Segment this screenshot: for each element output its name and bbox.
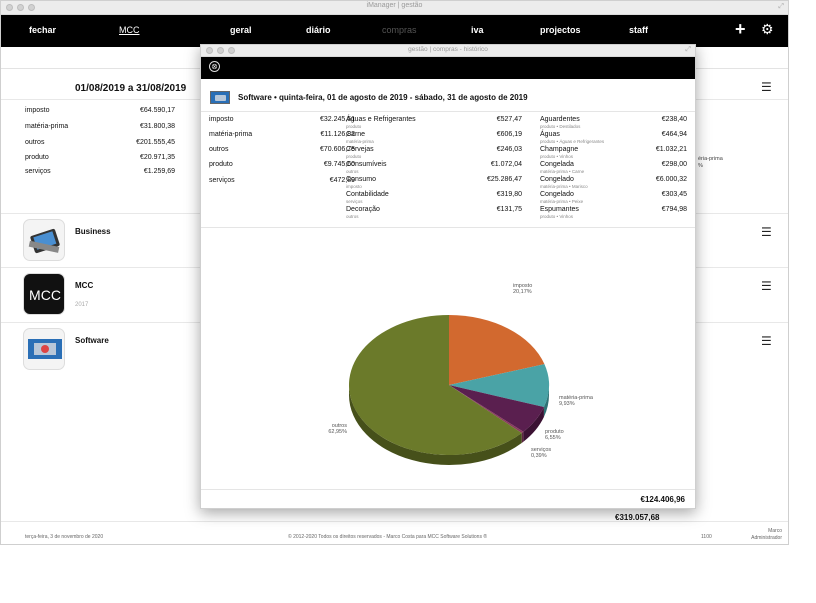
add-icon[interactable]: + [735, 19, 746, 39]
menu-iva[interactable]: iva [471, 25, 484, 35]
summary-row: produto €20.971,35 [25, 154, 175, 161]
window-controls[interactable] [6, 4, 35, 11]
history-modal: gestão | compras - histórico ⤢ ⊗ Softwar… [200, 44, 696, 509]
summary-row: matéria-prima €31.800,38 [25, 123, 175, 130]
pie-slice-side [521, 431, 524, 444]
modal-fullscreen-icon[interactable]: ⤢ [685, 46, 691, 53]
overall-total: €319.057,68 [615, 513, 660, 522]
svg-text:MCC: MCC [29, 287, 61, 303]
menu-fechar[interactable]: fechar [29, 25, 57, 35]
pie-slice-side [349, 385, 522, 465]
company-name-software[interactable]: Software [75, 336, 109, 345]
pie-slice-produto [449, 385, 544, 432]
footer-user[interactable]: Marco Administrador [751, 528, 782, 541]
menu-geral[interactable]: geral [230, 25, 252, 35]
mcc-logo[interactable]: MCC [23, 273, 65, 315]
date-range: 01/08/2019 a 31/08/2019 [75, 83, 187, 94]
fullscreen-icon[interactable]: ⤢ [778, 3, 784, 10]
close-icon[interactable]: ⊗ [209, 61, 220, 72]
category-item: Carne €606,19 matéria-prima [346, 131, 522, 144]
company-name-mcc[interactable]: MCC [75, 281, 94, 290]
pie-label: matéria-prima [559, 395, 594, 401]
pie-label: produto [545, 429, 564, 435]
category-item: Consumíveis €1.072,04 outros [346, 161, 522, 174]
menu-mcc[interactable]: MCC [119, 25, 140, 35]
software-icon [210, 91, 230, 104]
modal-title-bar: gestão | compras - histórico ⤢ [201, 45, 695, 57]
pie-slice-side [523, 407, 544, 442]
category-item: Espumantes €794,98 produto • Vinhos [540, 206, 687, 219]
summary-row: serviços €1.259,69 [25, 168, 175, 175]
category-item: Contabilidade €319,80 serviços [346, 191, 522, 204]
modal-title: gestão | compras - histórico [408, 46, 488, 53]
category-item: Consumo €25.286,47 imposto [346, 176, 522, 189]
pie-slice-side [543, 385, 549, 418]
list-menu-icon[interactable]: ☰ [761, 225, 772, 239]
modal-header: Software • quinta-feira, 01 de agosto de… [238, 93, 528, 102]
pie-percent: 6,55% [545, 435, 561, 441]
modal-toolbar [201, 57, 695, 79]
pie-percent: 0,39% [531, 453, 547, 459]
menu-projectos[interactable]: projectos [540, 25, 581, 35]
pie-label: imposto [513, 283, 532, 289]
modal-total: €124.406,96 [640, 495, 686, 504]
footer-code: 1100 [701, 534, 712, 540]
category-item: Águas e Refrigerantes €527,47 produto [346, 116, 522, 129]
footer: terça-feira, 3 de novembro de 2020 © 201… [1, 525, 788, 544]
modal-summary-row: imposto €32.245,51 [209, 116, 355, 123]
software-logo[interactable] [23, 328, 65, 370]
company-name-business[interactable]: Business [75, 227, 111, 236]
menu-diario[interactable]: diário [306, 25, 331, 35]
menu-bar: fechar MCC geral diário compras iva proj… [1, 15, 788, 47]
summary-row: imposto €64.590,17 [25, 107, 175, 114]
gear-icon[interactable]: ⚙ [761, 21, 774, 37]
category-item: Decoração €131,75 outros [346, 206, 522, 219]
overflow-text: éria-prima% [698, 156, 723, 169]
modal-summary-row: serviços €472,89 [209, 177, 355, 184]
pie-label: outros [332, 423, 348, 429]
summary-row: outros €201.555,45 [25, 139, 175, 146]
modal-summary-row: matéria-prima €11.126,82 [209, 131, 355, 138]
category-item: Congelado €6.000,32 matéria-prima • Marisc… [540, 176, 687, 189]
pie-percent: 62,95% [328, 429, 347, 435]
category-item: Cervejas €246,03 produto [346, 146, 522, 159]
title-bar: iManager | gestão ⤢ [1, 1, 788, 15]
list-menu-icon[interactable]: ☰ [761, 80, 772, 94]
menu-staff[interactable]: staff [629, 25, 649, 35]
pie-label: serviços [531, 447, 551, 453]
category-item: Aguardentes €238,40 produto • Destilados [540, 116, 687, 129]
modal-summary-row: produto €9.745,60 [209, 161, 355, 168]
footer-date: terça-feira, 3 de novembro de 2020 [25, 534, 104, 540]
footer-copyright: © 2012-2020 Todos os direitos reservados… [288, 534, 488, 540]
pie-slice-serviços [449, 385, 524, 434]
category-item: Águas €464,94 produto • Águas e Refrigeran… [540, 131, 687, 144]
modal-summary-row: outros €70.606,75 [209, 146, 355, 153]
list-menu-icon[interactable]: ☰ [761, 279, 772, 293]
modal-window-controls[interactable] [206, 47, 235, 54]
window-title: iManager | gestão [366, 2, 423, 9]
pie-slice-outros [349, 315, 522, 455]
pie-percent: 9,93% [559, 401, 575, 407]
category-item: Congelado €303,45 matéria-prima • Peixe [540, 191, 687, 204]
company-year-mcc: 2017 [75, 302, 89, 308]
pie-slice-imposto [449, 315, 545, 385]
menu-compras[interactable]: compras [382, 25, 417, 35]
category-item: Congelada €298,00 matéria-prima • Carne [540, 161, 687, 174]
pie-percent: 20,17% [513, 289, 532, 295]
list-menu-icon[interactable]: ☰ [761, 334, 772, 348]
category-item: Champagne €1.032,21 produto • Vinhos [540, 146, 687, 159]
pie-slice-matéria-prima [449, 364, 549, 408]
business-logo[interactable] [23, 219, 65, 261]
